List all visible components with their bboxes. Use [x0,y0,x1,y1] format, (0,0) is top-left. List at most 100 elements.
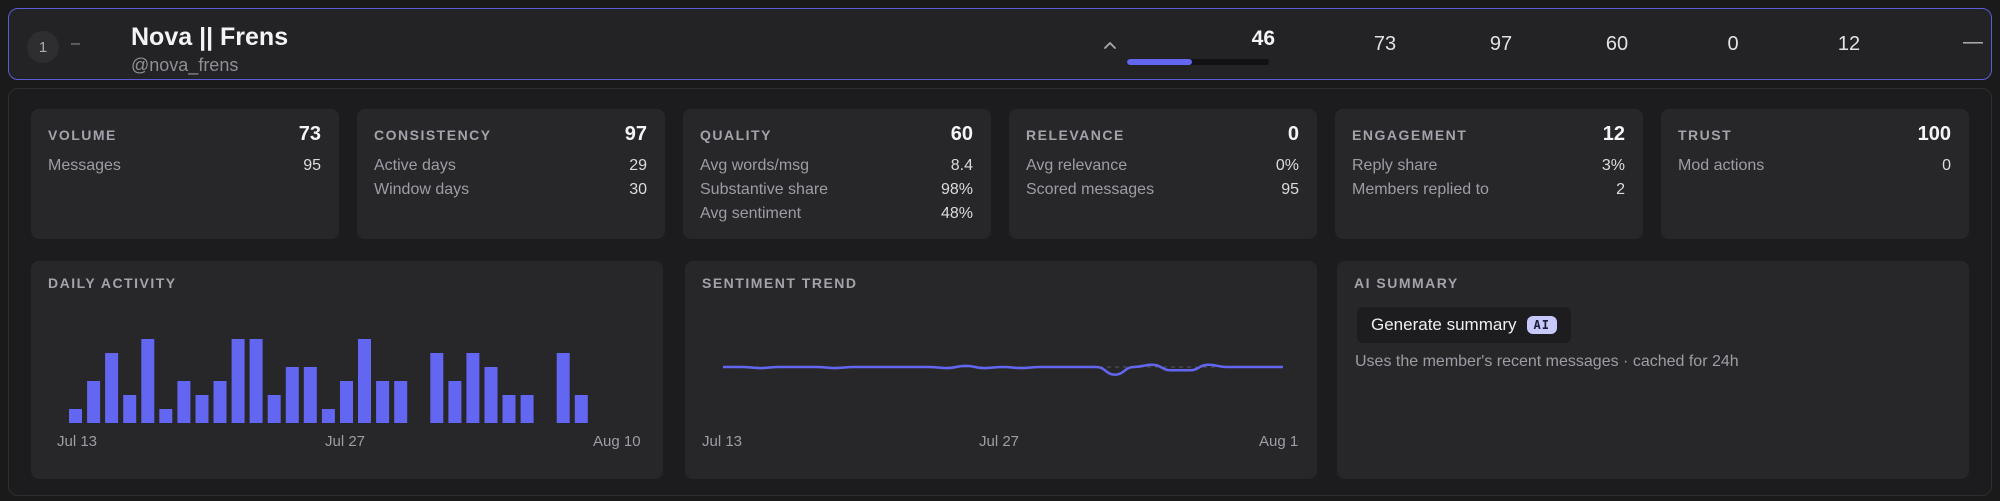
member-detail-panel: VOLUME 73 Messages 95 CONSISTENCY 97 Act… [8,88,1992,496]
metric-row: Mod actions 0 [1678,157,1951,179]
metric-row-label: Scored messages [1026,181,1155,198]
metric-row-value: 3% [1601,157,1625,174]
collapse-toggle[interactable]: — [1963,31,1983,53]
metric-title: RELEVANCE [1026,127,1125,143]
metric-row: Avg relevance 0% [1026,157,1299,179]
metric-card-volume: VOLUME 73 Messages 95 [31,109,339,239]
activity-bar [159,409,173,423]
metric-card-consistency: CONSISTENCY 97 Active days 29 Window day… [357,109,665,239]
metric-title: VOLUME [48,127,117,143]
activity-bar [394,381,408,423]
metric-value: 97 [624,123,647,145]
activity-bar [466,353,480,423]
activity-bar [285,367,299,423]
metric-row: Avg words/msg 8.4 [700,157,973,179]
ai-summary-card: AI SUMMARY Generate summary AI Uses the … [1337,261,1969,479]
metric-row-value: 48% [940,205,973,222]
metric-row-value: 0% [1275,157,1299,174]
metric-card-trust: TRUST 100 Mod actions 0 [1661,109,1969,239]
metric-row-label: Avg words/msg [700,157,810,174]
x-tick-label: Aug 10 [1259,433,1299,450]
activity-bar [195,395,209,423]
metric-row: Scored messages 95 [1026,181,1299,203]
activity-bar [177,381,191,423]
metric-row-label: Mod actions [1678,157,1765,174]
metric-row-value: 30 [629,181,647,198]
relevance-score: 0 [1727,33,1739,55]
metric-row: Substantive share 98% [700,181,973,203]
member-handle: @nova_frens [131,55,239,75]
metric-value: 73 [298,123,321,145]
metric-card-quality: QUALITY 60 Avg words/msg 8.4 Substantive… [683,109,991,239]
chevron-up-icon[interactable] [1101,37,1119,55]
rank-change: – [71,35,80,52]
activity-bar [141,339,155,423]
metric-row: Reply share 3% [1352,157,1625,179]
metric-row: Members replied to 2 [1352,181,1625,203]
metric-row: Avg sentiment 48% [700,205,973,227]
metric-title: TRUST [1678,127,1733,143]
metric-value: 60 [950,123,973,145]
activity-bar [303,367,317,423]
activity-bar [231,339,245,423]
activity-bar [267,395,281,423]
metric-title: QUALITY [700,127,772,143]
metric-row-label: Avg sentiment [700,205,802,222]
x-tick-label: Jul 27 [325,433,366,450]
metric-value: 0 [1287,123,1299,145]
activity-bar [358,339,371,423]
metric-value: 12 [1602,123,1625,145]
ai-badge: AI [1526,316,1557,334]
activity-bar [249,339,263,423]
consistency-score: 97 [1489,33,1513,55]
activity-bar [105,353,119,423]
generate-summary-label: Generate summary [1371,315,1517,334]
metric-row-label: Substantive share [700,181,829,198]
daily-activity-chart [69,339,588,423]
activity-bar [340,381,353,423]
metric-row-label: Active days [374,157,456,174]
activity-bar [520,395,534,423]
daily-activity-title: DAILY ACTIVITY [48,275,177,291]
metric-row: Active days 29 [374,157,647,179]
metric-row-value: 8.4 [950,157,973,174]
activity-bar [123,395,137,423]
sentiment-line [723,363,1283,376]
x-tick-label: Aug 10 [593,433,641,450]
activity-bar [502,395,516,423]
daily-activity-card: DAILY ACTIVITY Jul 13 Jul 27 Aug 10 [31,261,663,479]
ai-summary-title: AI SUMMARY [1354,275,1459,291]
activity-bar [484,367,498,423]
metric-row: Messages 95 [48,157,321,179]
metric-row-label: Avg relevance [1026,157,1128,174]
generate-summary-button[interactable]: Generate summary AI [1357,307,1571,343]
sentiment-trend-title: SENTIMENT TREND [702,275,858,291]
metric-row-value: 95 [1281,181,1299,198]
metric-title: ENGAGEMENT [1352,127,1468,143]
overall-score: 46 [1251,27,1275,50]
member-name: Nova || Frens [131,23,289,51]
x-tick-label: Jul 13 [702,433,743,450]
x-tick-label: Jul 27 [979,433,1020,450]
metric-row-value: 95 [303,157,321,174]
metric-row-value: 98% [940,181,973,198]
metric-row-label: Reply share [1352,157,1438,174]
activity-bar [213,381,227,423]
activity-bar [321,409,335,423]
metric-row-value: 0 [1942,157,1951,174]
metric-row-value: 29 [629,157,647,174]
volume-score: 73 [1373,33,1397,55]
activity-bar [87,381,101,423]
ai-summary-note: Uses the member's recent messages · cach… [1355,353,1739,370]
sentiment-trend-card: SENTIMENT TREND Jul 13 Jul 27 Aug 10 [685,261,1317,479]
metric-row: Window days 30 [374,181,647,203]
metric-card-engagement: ENGAGEMENT 12 Reply share 3% Members rep… [1335,109,1643,239]
member-row[interactable]: 1 – Nova || Frens @nova_frens 46 73 97 6… [8,8,1992,80]
metric-card-relevance: RELEVANCE 0 Avg relevance 0% Scored mess… [1009,109,1317,239]
activity-bar [376,381,390,423]
activity-bar [69,409,82,423]
activity-bar [430,353,444,423]
rank-badge: 1 [27,31,59,63]
metric-title: CONSISTENCY [374,127,492,143]
score-progress-fill [1127,59,1193,65]
